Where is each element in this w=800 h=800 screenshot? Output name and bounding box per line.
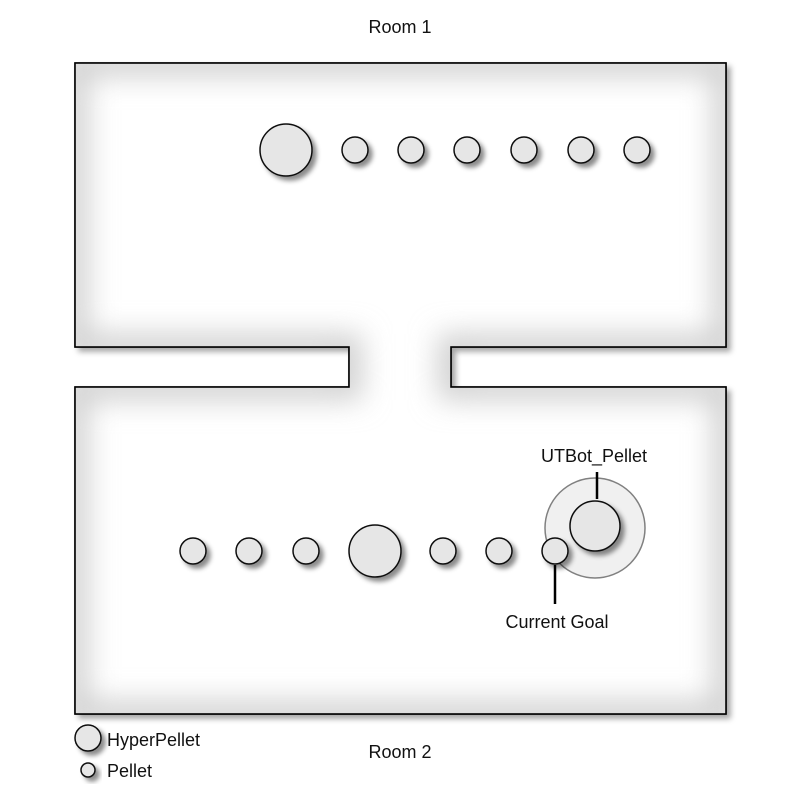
legend-pellet-icon xyxy=(81,763,95,777)
legend-hyperpellet-label: HyperPellet xyxy=(107,730,200,750)
hyperpellet-icon xyxy=(260,124,312,176)
pellet-icon xyxy=(568,137,594,163)
bot-core-icon xyxy=(570,501,620,551)
pellet-icon xyxy=(293,538,319,564)
legend-pellet-label: Pellet xyxy=(107,761,152,781)
room1-title: Room 1 xyxy=(368,17,431,37)
room2-title: Room 2 xyxy=(368,742,431,762)
pellet-icon xyxy=(511,137,537,163)
pellet-icon xyxy=(454,137,480,163)
pellet-icon xyxy=(180,538,206,564)
pellet-icon xyxy=(486,538,512,564)
current-goal-pellet-icon xyxy=(542,538,568,564)
bot-annotation: UTBot_Pellet xyxy=(541,446,647,467)
legend-hyperpellet-icon xyxy=(75,725,101,751)
pellet-icon xyxy=(342,137,368,163)
goal-annotation: Current Goal xyxy=(505,612,608,632)
pellet-icon xyxy=(430,538,456,564)
pellet-icon xyxy=(236,538,262,564)
hyperpellet-icon xyxy=(349,525,401,577)
pellet-icon xyxy=(398,137,424,163)
legend: HyperPellet Pellet xyxy=(75,725,200,781)
pellet-icon xyxy=(624,137,650,163)
